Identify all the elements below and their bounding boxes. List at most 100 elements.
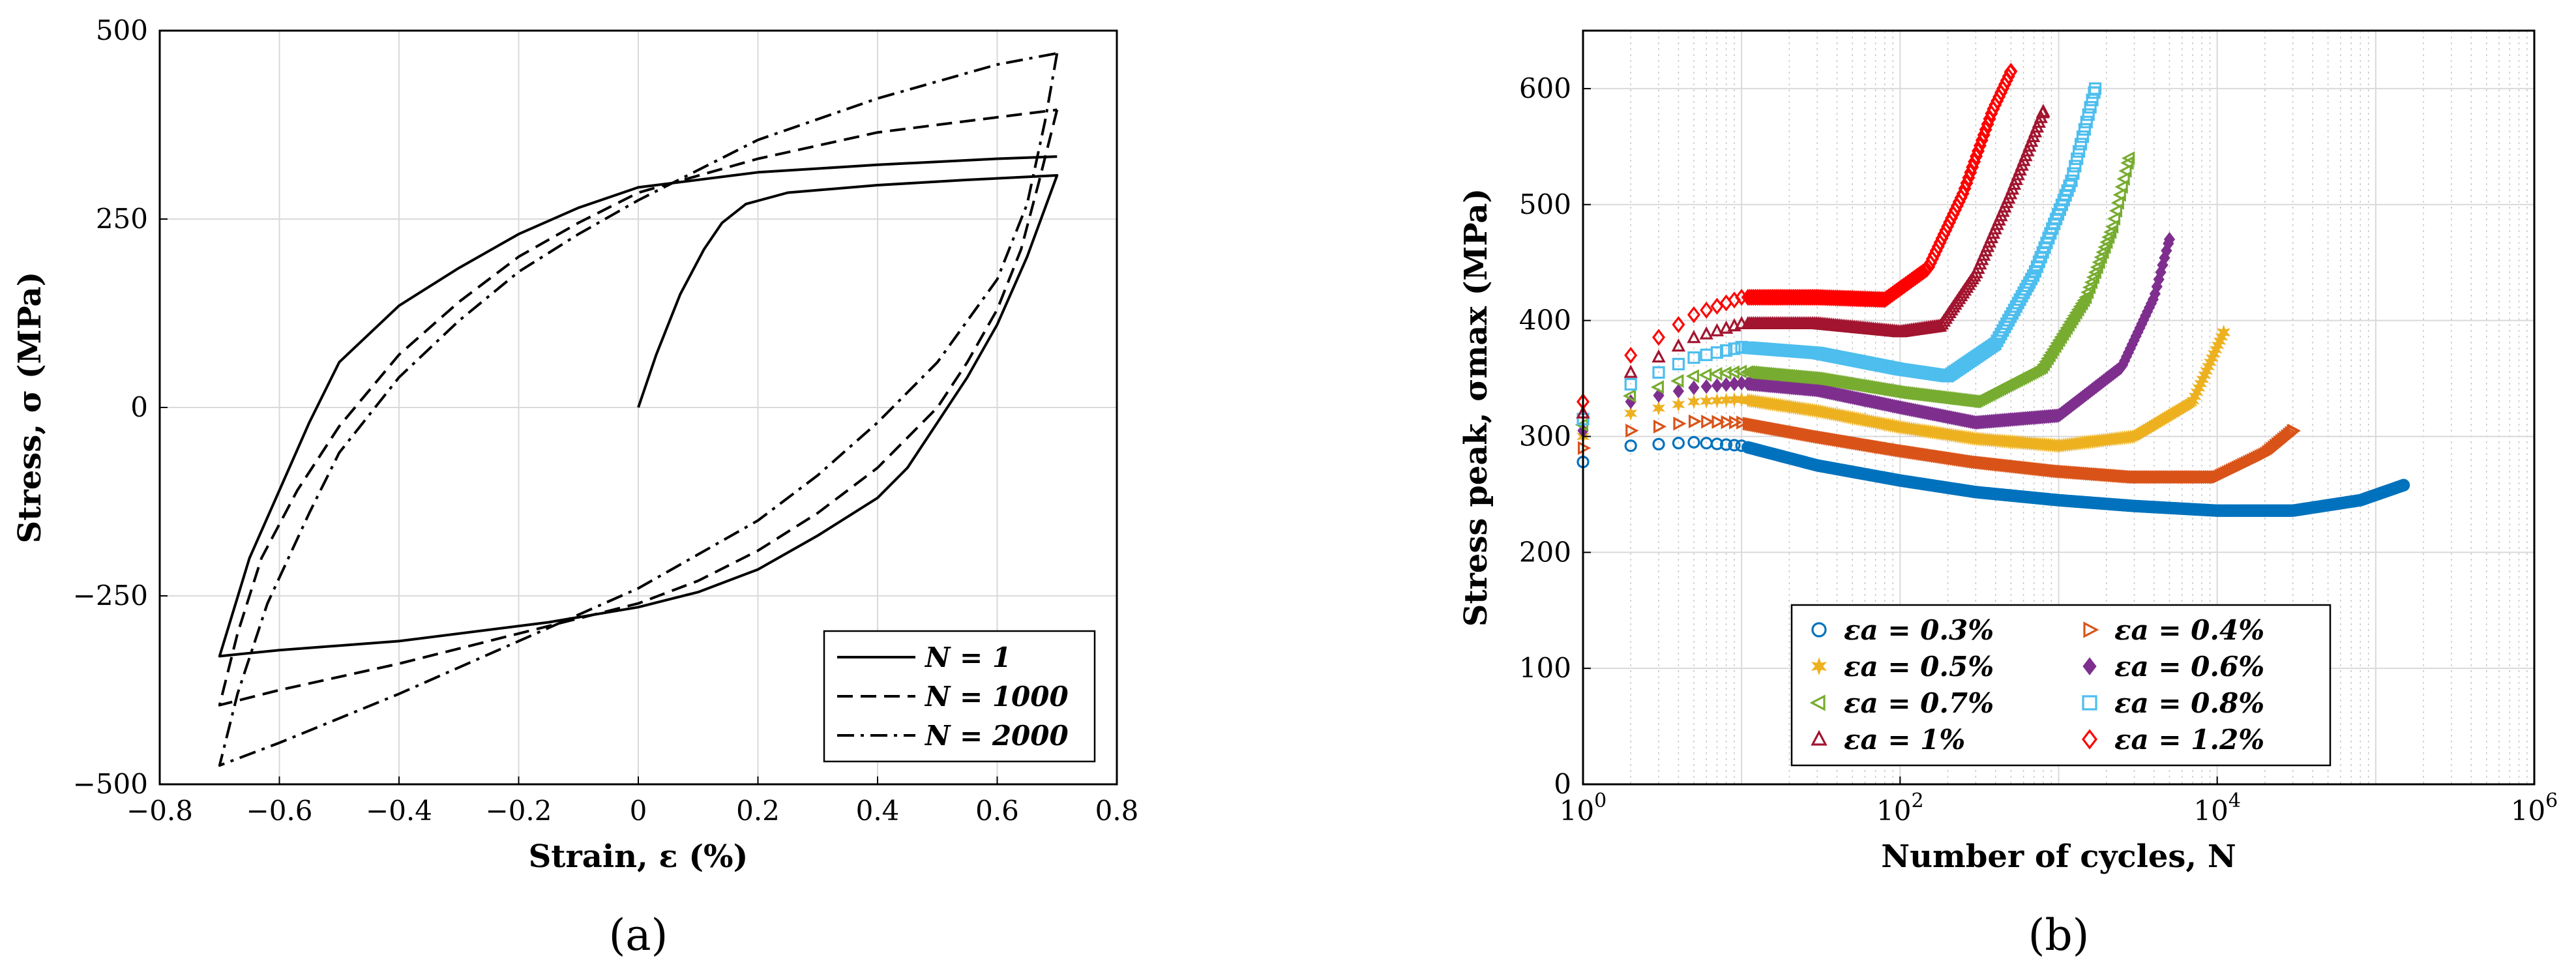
data-point <box>2114 179 2128 194</box>
tick-exponent: 2 <box>1912 790 1924 812</box>
data-point <box>1698 368 1712 382</box>
legend-marker <box>2082 657 2097 675</box>
y-tick-label: 0 <box>1554 768 1571 800</box>
y-axis-label-text: Stress, σ (MPa) <box>12 272 48 544</box>
data-point <box>2078 123 2091 136</box>
data-point <box>1624 406 1638 421</box>
x-tick-label: −0.8 <box>126 795 193 827</box>
data-point <box>1672 437 1685 450</box>
data-point <box>2002 68 2015 85</box>
data-point <box>1701 415 1715 429</box>
axes-box <box>1582 29 2536 786</box>
y-tick-labels: −500 −250 0 250 500 <box>73 14 168 800</box>
y-axis-label-text: Stress peak, σmax (MPa) <box>1458 188 1494 627</box>
y-tick-label: 400 <box>1519 304 1571 336</box>
data-point <box>2036 104 2050 117</box>
data-point <box>1720 377 1732 392</box>
series-line-solid <box>218 155 1059 658</box>
data-point <box>1700 393 1713 409</box>
data-point <box>1685 369 1699 383</box>
series-triangle-left <box>1575 151 2135 432</box>
series-triangle-up <box>1576 104 2050 419</box>
data-point <box>1672 396 1685 412</box>
tick-base: 10 <box>2511 795 2545 827</box>
legend-marker <box>1809 694 1826 711</box>
data-point <box>1719 392 1733 408</box>
data-point <box>1652 329 1666 346</box>
legend-marker <box>2081 729 2098 750</box>
x-tick-label: 0.8 <box>1095 795 1139 827</box>
data-point <box>1688 380 1700 395</box>
data-point <box>1700 379 1712 394</box>
data-point <box>1710 346 1724 359</box>
x-tick-label: 0 <box>630 795 647 827</box>
data-point <box>1700 301 1713 319</box>
data-point <box>2397 479 2410 492</box>
hysteresis-chart: −0.8 −0.6 −0.4 −0.2 0 0.2 0.4 0.6 0.8 −500 −250 0 2… <box>12 14 1138 960</box>
x-axis-label-text: Number of cycles, N <box>1881 838 2236 875</box>
data-point <box>2103 225 2117 239</box>
tick-exponent: 6 <box>2545 790 2558 812</box>
data-point <box>1672 383 1685 399</box>
legend-entry: N = 1 <box>924 642 1011 673</box>
data-point <box>1699 326 1713 340</box>
legend-entry: εa = 0.8% <box>2114 687 2264 719</box>
x-axis-label: Number of cycles, N <box>1881 838 2236 875</box>
tick-base: 10 <box>1560 795 1594 827</box>
series-layer <box>1575 63 2410 517</box>
data-point <box>2069 160 2082 173</box>
x-tick-label: −0.2 <box>486 795 552 827</box>
series-diamond <box>1576 63 2018 411</box>
x-tick-labels: 100 102 104 106 <box>1560 776 2558 827</box>
data-point <box>1728 439 1741 452</box>
x-tick-label: 0.4 <box>856 795 900 827</box>
data-point <box>2034 360 2049 374</box>
tick-base: 10 <box>2193 795 2228 827</box>
data-point <box>1711 415 1725 429</box>
data-point <box>1720 438 1733 451</box>
data-point <box>1652 437 1665 450</box>
data-point <box>2116 171 2130 186</box>
y-tick-label: −250 <box>73 580 148 612</box>
data-point <box>1710 437 1724 450</box>
x-tick-label: 0.2 <box>736 795 780 827</box>
series-line-dashed <box>218 108 1059 707</box>
series-filled-diamond <box>1577 231 2176 438</box>
y-tick-label: 100 <box>1519 652 1571 684</box>
data-point <box>2118 164 2132 178</box>
data-point <box>1728 342 1741 355</box>
data-point <box>1721 415 1734 430</box>
x-tick-label: 106 <box>2511 790 2558 827</box>
data-point <box>2073 145 2086 158</box>
data-point <box>1653 419 1667 434</box>
legend-entry: εa = 0.7% <box>1844 687 1994 719</box>
data-point <box>1687 306 1700 323</box>
legend-marker <box>2083 621 2099 638</box>
y-tick-label: 600 <box>1519 72 1571 104</box>
y-tick-label: 250 <box>96 203 148 235</box>
data-point <box>1956 184 1970 203</box>
data-point <box>1687 394 1700 409</box>
y-tick-label: 300 <box>1519 420 1571 452</box>
y-tick-label: 500 <box>96 14 148 46</box>
data-point <box>1687 351 1700 364</box>
data-point <box>1710 323 1725 336</box>
data-point <box>2287 423 2301 438</box>
data-point <box>1687 435 1700 449</box>
data-point <box>1624 439 1637 452</box>
data-point <box>1711 378 1723 393</box>
data-point <box>1719 320 1734 334</box>
data-point <box>1709 366 1723 381</box>
y-tick-label: −500 <box>73 768 148 800</box>
legend: N = 1 N = 1000 N = 2000 <box>823 630 1096 763</box>
data-point <box>2067 167 2080 180</box>
legend-marker <box>1811 730 1828 746</box>
data-point <box>1670 374 1684 388</box>
data-point <box>2163 231 2176 247</box>
legend-entry: εa = 0.6% <box>2114 651 2264 683</box>
data-point <box>2082 108 2095 121</box>
x-tick-label: −0.4 <box>366 795 432 827</box>
legend-box <box>1790 604 2332 767</box>
panel-label: (a) <box>609 910 668 960</box>
